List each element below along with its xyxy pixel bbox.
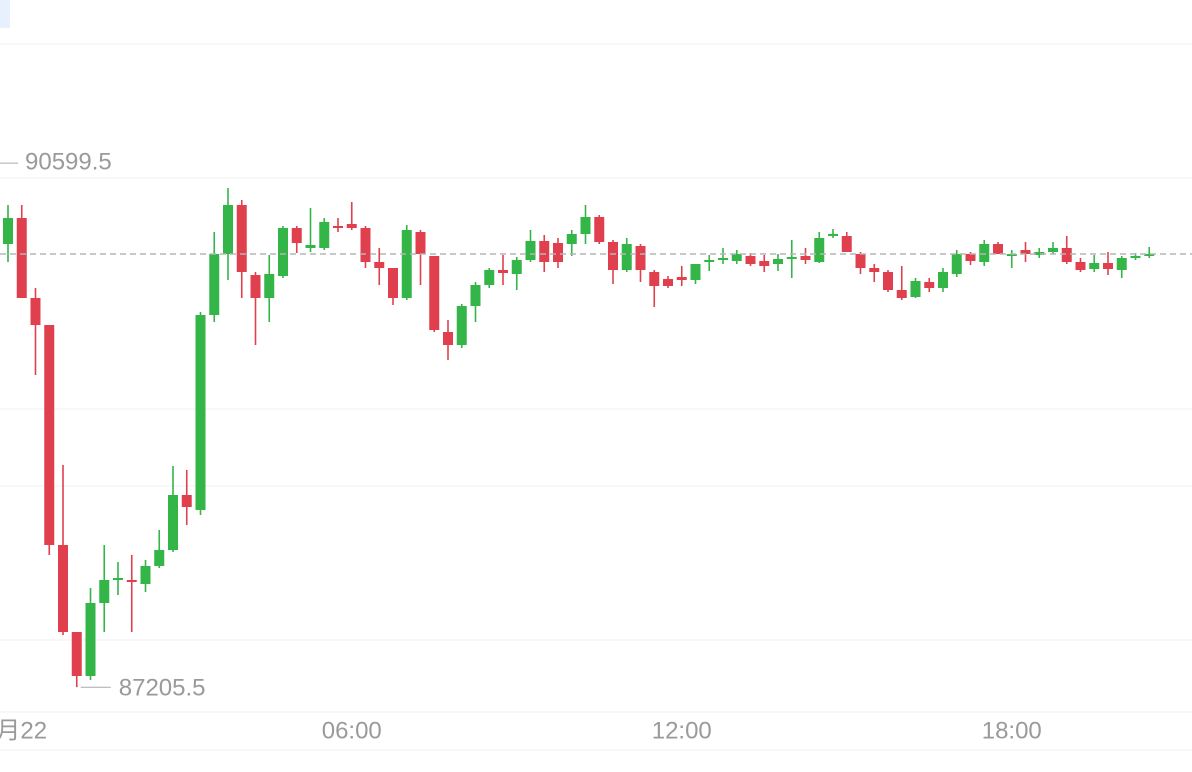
- candle-body: [745, 256, 756, 264]
- candle-body: [278, 228, 288, 276]
- candle-body: [786, 257, 797, 259]
- candle-body: [511, 260, 522, 274]
- candle-body: [154, 550, 165, 566]
- candle-body: [979, 244, 990, 262]
- tab-fragment: [0, 0, 10, 28]
- candle-body: [718, 258, 728, 260]
- candle-body: [828, 234, 838, 236]
- candle-body: [635, 246, 646, 270]
- candle-body: [855, 254, 866, 268]
- candle-body: [704, 260, 715, 262]
- candle-body: [30, 298, 41, 325]
- candle-body: [1061, 248, 1072, 262]
- candle-body: [1089, 263, 1100, 269]
- candle-body: [1006, 254, 1017, 256]
- candle-body: [71, 632, 82, 676]
- candle-body: [1116, 258, 1127, 270]
- x-tick-label: 12:00: [652, 717, 712, 744]
- candle-body: [374, 262, 385, 268]
- x-tick-label: 18:00: [982, 717, 1042, 744]
- candle-body: [938, 272, 948, 288]
- candle-body: [456, 306, 467, 345]
- candle-body: [910, 281, 921, 297]
- candle-body: [731, 254, 742, 261]
- candle-body: [951, 254, 962, 274]
- background-lines: [0, 43, 1192, 751]
- candle-body: [965, 254, 976, 261]
- candle-body: [580, 217, 591, 234]
- candle-body: [113, 578, 123, 580]
- candle-body: [594, 217, 605, 242]
- candle-body: [993, 244, 1003, 254]
- candle-body: [1034, 252, 1045, 255]
- candle-body: [1075, 262, 1086, 270]
- candle-body: [484, 270, 495, 285]
- candle-body: [924, 282, 935, 288]
- candle-body: [814, 238, 825, 262]
- candle-body: [649, 272, 660, 286]
- candle-body: [140, 566, 151, 584]
- candle-body: [209, 254, 220, 315]
- x-tick-label: 月22: [0, 717, 47, 744]
- candle-body: [333, 226, 343, 228]
- candle-body: [773, 259, 783, 264]
- candle-body: [44, 325, 55, 545]
- candle-body: [443, 332, 453, 345]
- candle-body: [1048, 248, 1058, 252]
- candle-body: [388, 268, 398, 298]
- candle-body: [690, 264, 701, 280]
- candle-body: [319, 222, 330, 248]
- candle-body: [429, 256, 440, 330]
- candle-body: [470, 285, 481, 306]
- candle-body: [415, 232, 426, 254]
- candle-body: [360, 228, 371, 262]
- candle-body: [181, 495, 192, 507]
- candle-body: [566, 234, 577, 244]
- candle-body: [126, 580, 137, 582]
- candle-body: [663, 279, 673, 286]
- candle-body: [346, 224, 357, 228]
- candle-body: [883, 272, 893, 290]
- candle-body: [1144, 254, 1155, 256]
- candle-body: [759, 261, 770, 266]
- candle-body: [841, 236, 852, 252]
- candle-body: [869, 268, 880, 272]
- candle-body: [305, 245, 316, 248]
- candle-body: [99, 580, 110, 603]
- candle-body: [525, 241, 536, 260]
- candle-body: [58, 545, 68, 632]
- candle-body: [264, 274, 275, 298]
- candle-body: [223, 205, 233, 254]
- candle-body: [621, 244, 632, 270]
- candle-body: [539, 241, 550, 262]
- min-label: 87205.5: [119, 675, 206, 702]
- candle-body: [401, 230, 412, 298]
- candle-body: [236, 205, 247, 272]
- candle-body: [195, 315, 206, 510]
- candle-body: [1130, 256, 1141, 258]
- candle-body: [608, 242, 618, 270]
- candle-body: [16, 218, 27, 298]
- candle-body: [250, 275, 261, 298]
- candle-body: [291, 228, 302, 243]
- candle-body: [1020, 250, 1031, 254]
- candle-body: [1103, 263, 1113, 269]
- candle-body: [553, 243, 563, 262]
- max-label: 90599.5: [25, 148, 112, 175]
- candle-body: [896, 290, 907, 298]
- candle-body: [800, 256, 811, 260]
- candle-body: [676, 277, 687, 280]
- candle-body: [498, 270, 508, 273]
- candle-body: [168, 495, 178, 550]
- x-tick-label: 06:00: [322, 717, 382, 744]
- candle-body: [85, 603, 96, 676]
- candle-body: [3, 218, 13, 244]
